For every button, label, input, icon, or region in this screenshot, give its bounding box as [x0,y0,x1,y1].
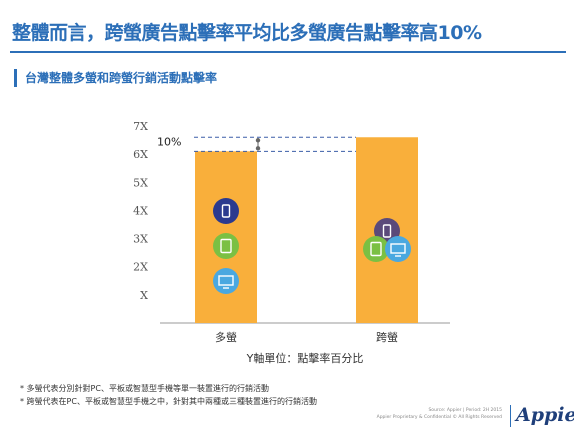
source-note: Source: Appier | Period: 2H 2015 Appier … [364,407,502,421]
source-line: Source: Appier | Period: 2H 2015 [428,408,502,413]
difference-dot [255,138,261,143]
x-tick-label: 跨螢 [376,330,398,344]
chart-subtitle: 台灣整體多螢和跨螢行銷活動點擊率 [14,69,217,87]
appier-logo: Appier [516,404,574,426]
footnote-1: * 多螢代表分別針對PC、平板或智慧型手機等單一裝置進行的行銷活動 [20,384,269,393]
tablet-icon-shape [370,241,382,257]
desktop-icon-shape [218,275,234,286]
y-tick-label: 2X [133,261,148,274]
y-tick-label: 5X [133,176,148,189]
tablet-icon-shape [220,238,232,254]
y-tick-label: 7X [133,120,148,133]
difference-annotation: 10% [157,135,181,148]
x-axis-title: Y軸單位：點擊率百分比 [246,351,364,365]
y-tick-label: X [140,289,148,302]
footnote-2: * 跨螢代表在PC、平板或智慧型手機之中，針對其中兩種或三種裝置進行的行銷活動 [20,397,317,406]
tablet-icon [213,233,239,259]
desktop-icon [385,236,411,262]
phone-icon-shape [382,224,392,238]
x-tick-label: 多螢 [215,330,237,344]
logo-divider [510,405,511,427]
phone-icon [213,198,239,224]
y-tick-label: 4X [133,204,148,217]
desktop-icon [213,268,239,294]
tablet-icon [363,236,389,262]
headline: 整體而言，跨螢廣告點擊率平均比多螢廣告點擊率高10% [12,22,482,44]
y-tick-label: 6X [133,148,148,161]
headline-rule [10,51,566,53]
y-tick-label: 3X [133,233,148,246]
copyright-line: Appier Proprietary & Confidential © All … [376,415,502,420]
phone-icon-shape [221,204,231,218]
desktop-icon-shape [390,243,406,254]
difference-dot [255,146,261,151]
